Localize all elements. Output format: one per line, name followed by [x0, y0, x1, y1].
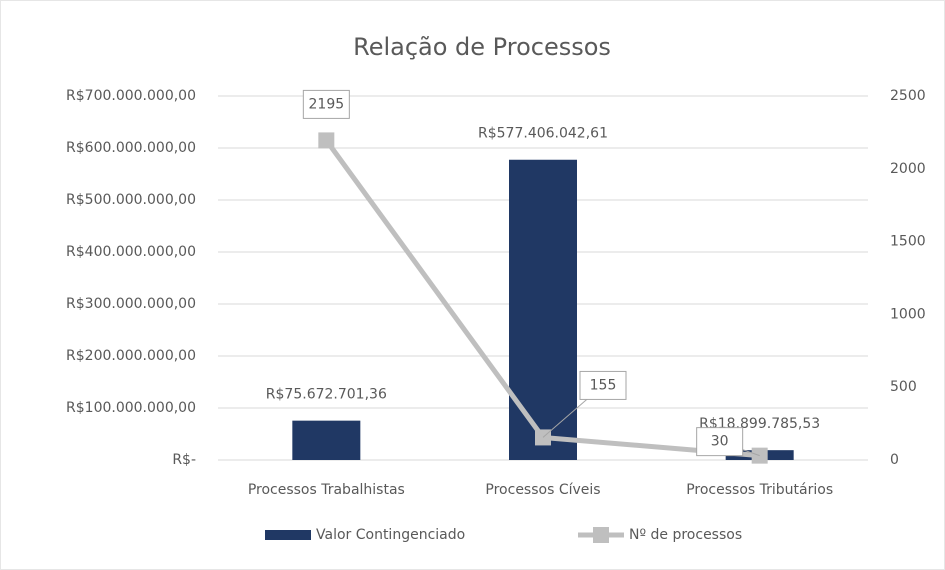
line-value-label: 30 [711, 434, 729, 450]
y2-tick-label: 2000 [890, 161, 926, 177]
y-tick-label: R$- [172, 452, 196, 468]
data-label-box [579, 370, 627, 400]
y2-tick-label: 0 [890, 452, 899, 468]
y2-tick-label: 500 [890, 379, 917, 395]
legend-label: Nº de processos [629, 527, 742, 543]
y2-tick-label: 1000 [890, 306, 926, 322]
bar-value-label: R$577.406.042,61 [478, 126, 608, 142]
legend-marker [593, 527, 609, 543]
data-label-box [696, 427, 744, 457]
chart-title: Relação de Processos [353, 33, 611, 61]
line-value-label: 155 [590, 377, 617, 393]
legend-swatch [265, 530, 311, 540]
data-label-box [302, 89, 350, 119]
legend-label: Valor Contingenciado [316, 527, 465, 543]
y-tick-label: R$600.000.000,00 [66, 140, 196, 156]
y-tick-label: R$700.000.000,00 [66, 88, 196, 104]
x-tick-label: Processos Cíveis [485, 482, 600, 498]
bar-value-label: R$75.672.701,36 [266, 387, 387, 403]
bar [292, 420, 361, 460]
y2-tick-label: 1500 [890, 234, 926, 250]
y-tick-label: R$400.000.000,00 [66, 244, 196, 260]
y-tick-label: R$200.000.000,00 [66, 348, 196, 364]
y2-tick-label: 2500 [890, 88, 926, 104]
line-value-label: 2195 [309, 96, 345, 112]
x-tick-label: Processos Tributários [686, 482, 833, 498]
y-tick-label: R$500.000.000,00 [66, 192, 196, 208]
line-marker [318, 132, 335, 149]
y-tick-label: R$300.000.000,00 [66, 296, 196, 312]
y-tick-label: R$100.000.000,00 [66, 400, 196, 416]
bar [509, 159, 577, 461]
x-tick-label: Processos Trabalhistas [248, 482, 405, 498]
